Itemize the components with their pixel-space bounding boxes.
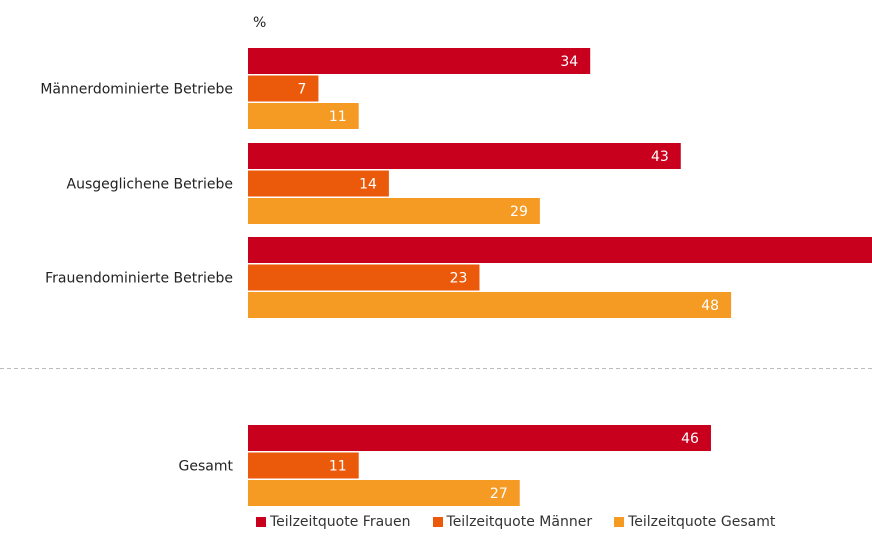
bar-teilzeitquote-frauen-ausgeglichene-betriebe [248,143,681,169]
legend-label-maenner: Teilzeitquote Männer [446,514,593,530]
data-label-teilzeitquote-gesamt-maennerdominierte-betriebe: 11 [329,109,347,125]
bar-teilzeitquote-gesamt-frauendominierte-betriebe [248,292,732,318]
category-label-ausgeglichene-betriebe: Ausgeglichene Betriebe [67,177,234,193]
chart-legend: Teilzeitquote Frauen Teilzeitquote Männe… [256,514,775,530]
bar-teilzeitquote-gesamt-ausgeglichene-betriebe [248,198,540,224]
legend-swatch-gesamt [614,517,625,527]
legend-label-frauen: Teilzeitquote Frauen [270,514,411,530]
bar-teilzeitquote-frauen-maennerdominierte-betriebe [248,48,591,74]
data-label-teilzeitquote-gesamt-gesamt: 27 [490,486,508,502]
category-label-frauendominierte-betriebe: Frauendominierte Betriebe [45,271,233,287]
data-label-teilzeitquote-frauen-ausgeglichene-betriebe: 43 [651,149,669,165]
legend-item-maenner: Teilzeitquote Männer [432,514,593,530]
bar-teilzeitquote-maenner-frauendominierte-betriebe [248,264,480,291]
legend-item-frauen: Teilzeitquote Frauen [256,514,411,530]
legend-label-gesamt: Teilzeitquote Gesamt [628,514,776,530]
data-label-teilzeitquote-maenner-frauendominierte-betriebe: 23 [450,271,468,287]
bar-teilzeitquote-gesamt-maennerdominierte-betriebe [248,103,359,129]
legend-item-gesamt: Teilzeitquote Gesamt [614,514,775,530]
data-label-teilzeitquote-maenner-gesamt: 11 [329,459,347,475]
bar-teilzeitquote-gesamt-gesamt [248,480,520,506]
bar-teilzeitquote-frauen-gesamt [248,425,711,451]
bar-teilzeitquote-frauen-frauendominierte-betriebe [248,237,872,263]
data-label-teilzeitquote-gesamt-ausgeglichene-betriebe: 29 [510,204,528,220]
bar-teilzeitquote-maenner-gesamt [248,452,359,479]
category-label-maennerdominierte-betriebe: Männerdominierte Betriebe [40,82,233,98]
bar-teilzeitquote-maenner-ausgeglichene-betriebe [248,170,389,197]
legend-swatch-frauen [256,517,266,527]
data-label-teilzeitquote-gesamt-frauendominierte-betriebe: 48 [701,298,719,314]
unit-label: % [253,15,266,31]
category-label-gesamt: Gesamt [179,459,234,475]
bar-teilzeitquote-maenner-maennerdominierte-betriebe [248,75,319,102]
legend-swatch-maenner [432,517,443,527]
data-label-teilzeitquote-maenner-ausgeglichene-betriebe: 14 [359,177,377,193]
data-label-teilzeitquote-frauen-maennerdominierte-betriebe: 34 [560,54,578,70]
data-label-teilzeitquote-maenner-maennerdominierte-betriebe: 7 [298,82,307,98]
data-label-teilzeitquote-frauen-gesamt: 46 [681,431,699,447]
